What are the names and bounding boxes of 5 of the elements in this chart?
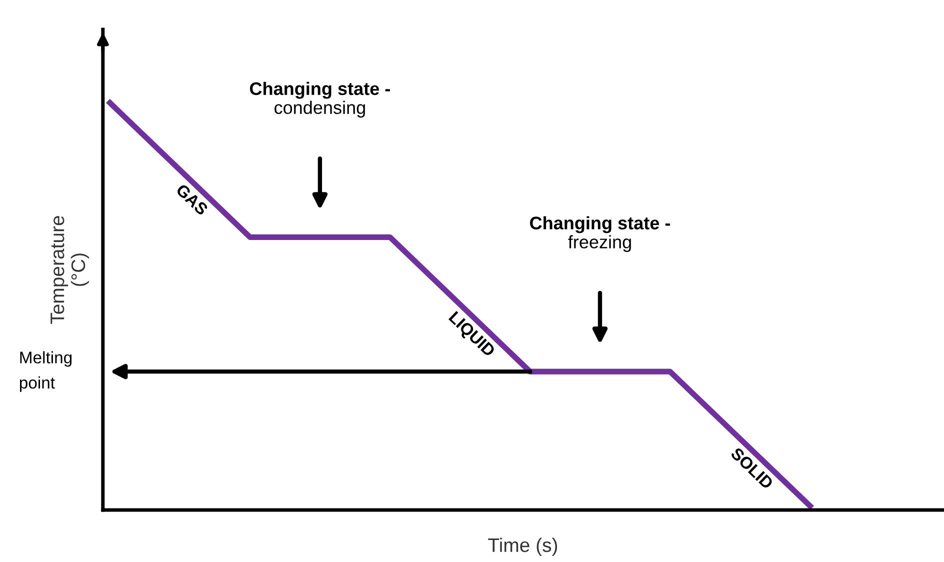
- ref-line-label: Melting point: [20, 351, 72, 392]
- x-axis-title: Time (s): [488, 538, 558, 556]
- annotation: Changing state - condensing: [250, 82, 390, 118]
- y-axis-title: Temperature (°C): [50, 216, 89, 324]
- annotation: Changing state - freezing: [530, 216, 670, 252]
